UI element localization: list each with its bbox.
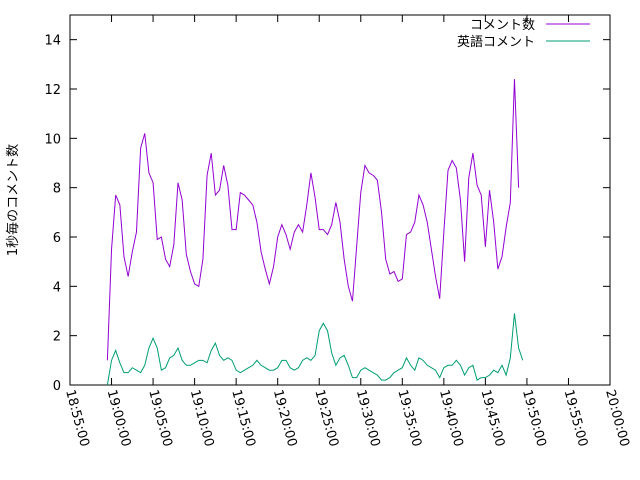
y-axis-label: 1秒毎のコメント数 [5, 144, 21, 256]
x-axis: 18:55:00 19:00:00 19:05:00 19:10:00 19:15:00… [62, 15, 632, 448]
series-line [106, 313, 524, 386]
x-tick-label: 19:40:00 [436, 388, 466, 448]
x-tick-label: 19:35:00 [394, 388, 424, 448]
y-axis: 0 2 4 6 8 10 12 14 [44, 34, 610, 394]
x-tick-label: 19:30:00 [353, 388, 383, 448]
y-tick-label: 8 [53, 182, 61, 197]
x-tick-label: 20:00:00 [602, 388, 632, 448]
y-tick-label: 12 [44, 83, 61, 98]
legend-label: コメント数 [470, 18, 535, 33]
series-line [106, 79, 520, 361]
x-tick-label: 19:25:00 [311, 388, 341, 448]
x-tick-label: 19:05:00 [145, 388, 175, 448]
y-tick-label: 6 [53, 231, 61, 246]
y-tick-label: 2 [53, 330, 61, 345]
legend-label: 英語コメント [457, 34, 535, 50]
x-tick-label: 19:10:00 [187, 388, 217, 448]
x-tick-label: 19:55:00 [561, 388, 591, 448]
x-tick-label: 19:45:00 [478, 388, 508, 448]
x-tick-label: 19:15:00 [228, 388, 258, 448]
plot-frame [69, 14, 611, 386]
x-tick-label: 19:20:00 [270, 388, 300, 448]
series-layer [106, 79, 524, 386]
y-tick-label: 14 [44, 34, 61, 49]
y-tick-label: 10 [44, 132, 61, 147]
y-tick-label: 4 [53, 280, 61, 295]
x-tick-label: 18:55:00 [62, 388, 92, 448]
x-tick-label: 19:50:00 [519, 388, 549, 448]
y-tick-label: 0 [53, 379, 61, 394]
x-tick-label: 19:00:00 [104, 388, 134, 448]
